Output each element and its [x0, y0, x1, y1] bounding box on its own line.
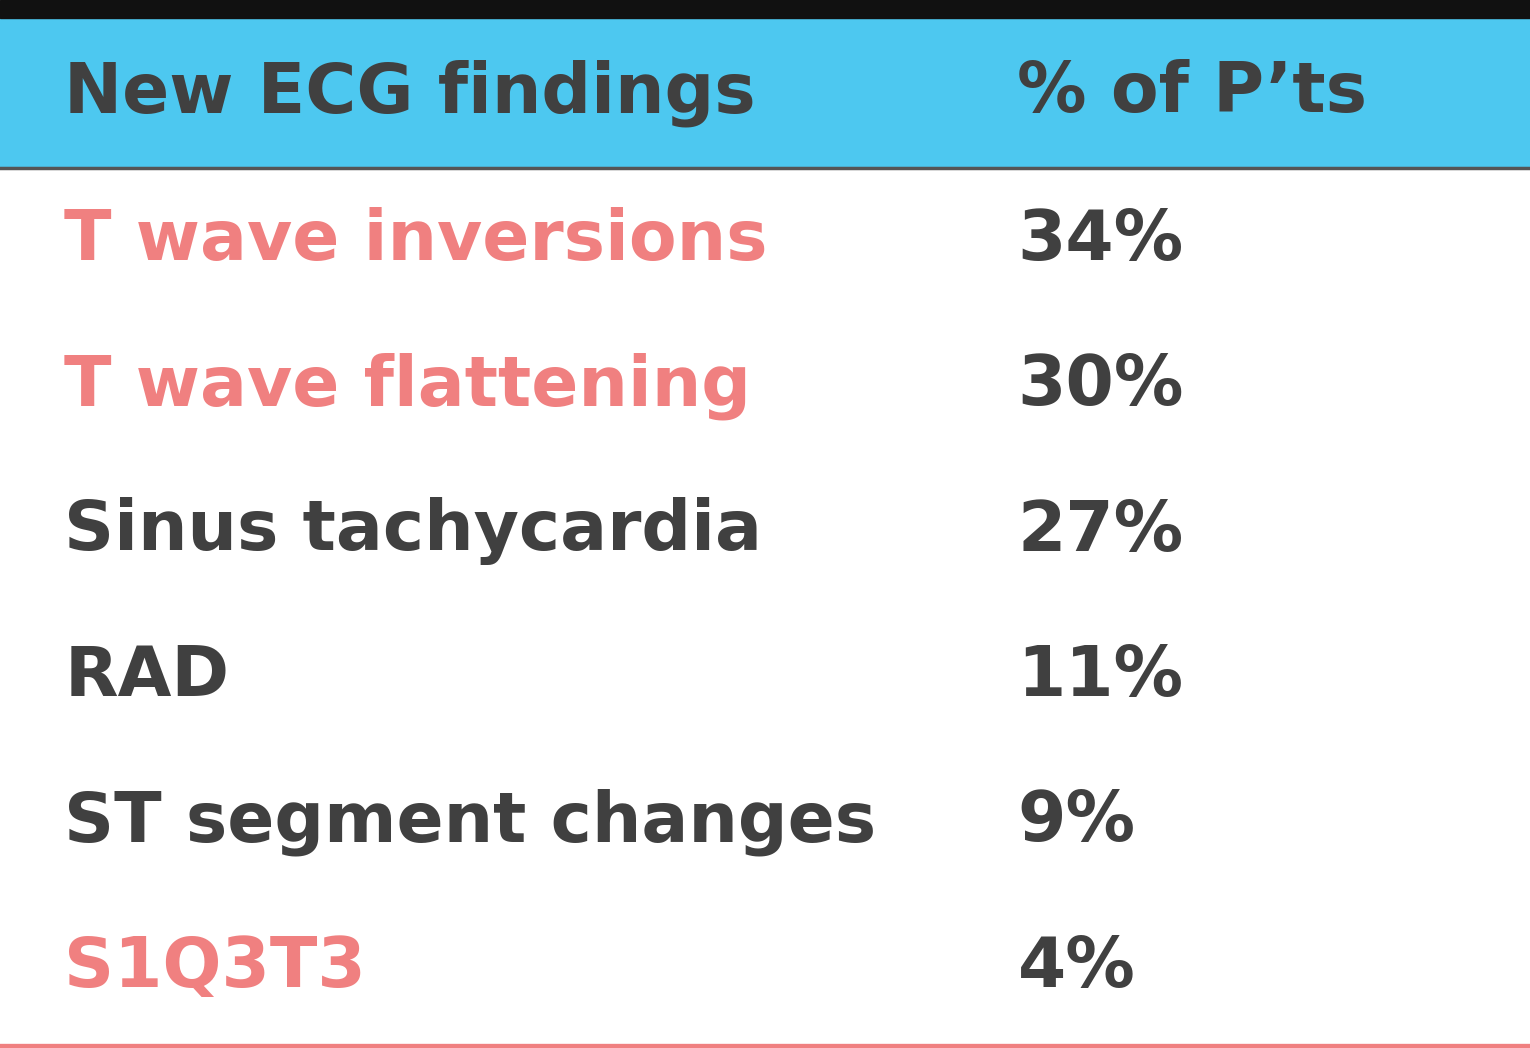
Text: 34%: 34% [1017, 208, 1184, 275]
Text: 27%: 27% [1017, 498, 1184, 565]
Text: New ECG findings: New ECG findings [64, 60, 756, 127]
Bar [0, 313, 1530, 459]
Bar [0, 895, 1530, 1040]
Text: 9%: 9% [1017, 788, 1135, 855]
Text: ST segment changes: ST segment changes [64, 788, 877, 856]
Text: S1Q3T3: S1Q3T3 [64, 934, 366, 1001]
Bar [0, 18, 1530, 168]
Text: % of P’ts: % of P’ts [1017, 60, 1368, 127]
Bar [0, 604, 1530, 749]
Bar [0, 168, 1530, 313]
Text: 11%: 11% [1017, 643, 1184, 711]
Bar [0, 749, 1530, 895]
Text: T wave inversions: T wave inversions [64, 208, 768, 275]
Text: 4%: 4% [1017, 934, 1135, 1001]
Bar [0, 0, 1530, 18]
Text: 30%: 30% [1017, 352, 1184, 419]
Text: RAD: RAD [64, 643, 230, 711]
Bar [0, 459, 1530, 604]
Text: T wave flattening: T wave flattening [64, 352, 751, 420]
Text: Sinus tachycardia: Sinus tachycardia [64, 498, 762, 565]
